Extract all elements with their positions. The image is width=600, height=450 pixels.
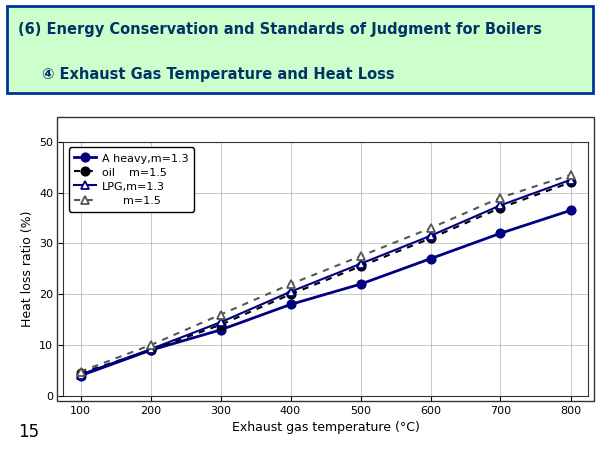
X-axis label: Exhaust gas temperature (°C): Exhaust gas temperature (°C) xyxy=(232,421,419,434)
Y-axis label: Heat loss ratio (%): Heat loss ratio (%) xyxy=(20,211,34,327)
Text: ④ Exhaust Gas Temperature and Heat Loss: ④ Exhaust Gas Temperature and Heat Loss xyxy=(42,67,395,82)
Legend: A heavy,m=1.3, oil    m=1.5, LPG,m=1.3,       m=1.5: A heavy,m=1.3, oil m=1.5, LPG,m=1.3, m=1… xyxy=(68,147,194,212)
Text: (6) Energy Conservation and Standards of Judgment for Boilers: (6) Energy Conservation and Standards of… xyxy=(18,22,542,37)
Text: 15: 15 xyxy=(18,423,39,441)
FancyBboxPatch shape xyxy=(7,6,593,93)
